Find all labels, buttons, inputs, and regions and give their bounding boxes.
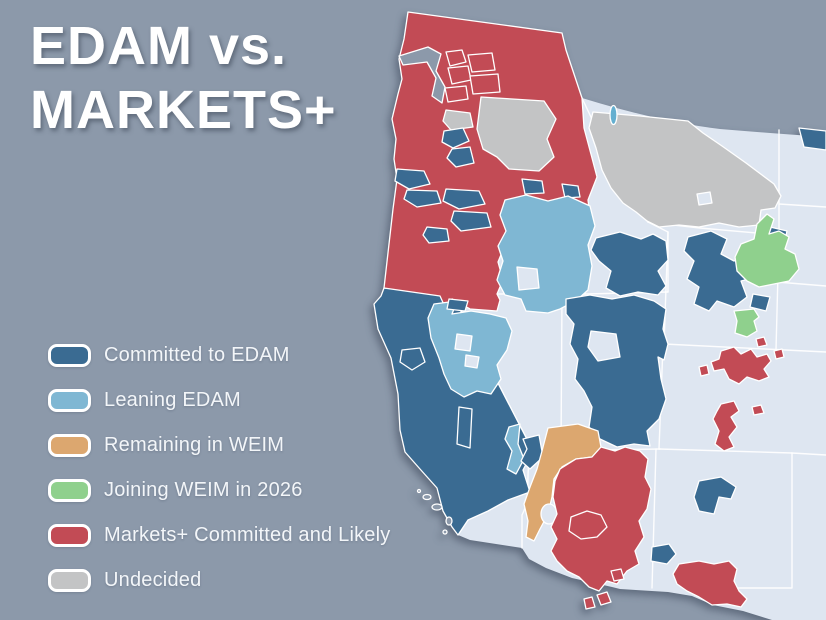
region-montana-undecided bbox=[588, 111, 782, 228]
region-sacramento-outline bbox=[399, 347, 426, 371]
region-s-nevada-leaning bbox=[504, 423, 525, 475]
legend-label: Markets+ Committed and Likely bbox=[104, 524, 391, 546]
region-c-oregon-committed bbox=[450, 210, 492, 232]
island bbox=[431, 503, 443, 511]
channel-islands bbox=[416, 488, 453, 535]
region-e-wyoming-committed bbox=[749, 293, 771, 312]
legend-label: Committed to EDAM bbox=[104, 344, 290, 366]
legend-item-leaning: Leaning EDAM bbox=[48, 378, 390, 423]
montana-hole bbox=[696, 191, 713, 206]
region-puget-district bbox=[467, 52, 496, 73]
region-s-colorado-marketsplus bbox=[712, 400, 740, 452]
island bbox=[442, 529, 448, 535]
utility-regions bbox=[373, 11, 826, 610]
region-srp-outline bbox=[568, 510, 608, 540]
region-blackhills-weim2026 bbox=[734, 213, 800, 288]
region-n-colorado-marketsplus bbox=[710, 346, 772, 385]
island bbox=[445, 516, 453, 526]
region-puget-district bbox=[444, 85, 469, 103]
region-e-oregon-committed bbox=[521, 178, 545, 195]
nevada-hole bbox=[464, 354, 480, 369]
region-n-nevada-committed bbox=[446, 298, 469, 312]
region-central-wa-undecided bbox=[476, 96, 557, 172]
legend-swatch-undecided bbox=[48, 569, 91, 592]
region-se-wyoming-weim2026 bbox=[733, 308, 760, 338]
region-se-idaho-committed bbox=[590, 231, 669, 297]
region-n-oregon-committed bbox=[442, 188, 486, 210]
island bbox=[416, 488, 422, 494]
island bbox=[422, 493, 432, 501]
region-seattle-committed bbox=[441, 127, 470, 149]
region-colorado-bit bbox=[751, 404, 765, 416]
region-west-wa-undecided bbox=[442, 109, 474, 131]
puget-sound-inlet bbox=[398, 46, 446, 104]
region-tacoma-committed bbox=[446, 146, 475, 168]
legend-item-weim: Remaining in WEIM bbox=[48, 423, 390, 468]
legend-swatch-marketsplus bbox=[48, 524, 91, 547]
legend-item-committed: Committed to EDAM bbox=[48, 333, 390, 378]
legend-label: Undecided bbox=[104, 569, 202, 591]
legend: Committed to EDAM Leaning EDAM Remaining… bbox=[48, 333, 390, 603]
legend-item-marketsplus: Markets+ Committed and Likely bbox=[48, 513, 390, 558]
region-nw-oregon-committed bbox=[403, 189, 442, 208]
region-puget-district bbox=[445, 49, 467, 67]
legend-item-undecided: Undecided bbox=[48, 558, 390, 603]
legend-label: Joining WEIM in 2026 bbox=[104, 479, 303, 501]
title-line-2: MARKETS+ bbox=[30, 80, 337, 140]
region-colorado-bit bbox=[773, 348, 785, 360]
flathead-lake bbox=[609, 104, 618, 126]
region-colorado-bit bbox=[755, 336, 768, 348]
region-vegas-committed bbox=[520, 434, 544, 470]
land-group bbox=[373, 11, 826, 620]
idaho-hole bbox=[516, 266, 540, 291]
nevada-hole bbox=[454, 333, 473, 352]
region-s-arizona-island bbox=[610, 568, 625, 582]
utah-hole bbox=[587, 330, 621, 362]
region-idaho-power-leaning bbox=[496, 194, 596, 314]
region-elpaso-marketsplus bbox=[672, 560, 748, 608]
region-ne-montana-committed bbox=[798, 127, 826, 151]
region-puget-district bbox=[447, 65, 472, 85]
region-e-oregon-committed bbox=[561, 183, 581, 199]
page-title: EDAM vs. MARKETS+ bbox=[30, 14, 337, 142]
region-colorado-bit bbox=[698, 364, 710, 377]
legend-swatch-weim2026 bbox=[48, 479, 91, 502]
region-wyoming-committed bbox=[683, 230, 762, 312]
region-s-arizona-island bbox=[596, 591, 612, 606]
region-puget-district bbox=[469, 73, 501, 95]
title-line-1: EDAM vs. bbox=[30, 16, 288, 76]
legend-item-weim2026: Joining WEIM in 2026 bbox=[48, 468, 390, 513]
region-s-arizona-island bbox=[583, 596, 596, 610]
region-pnm-committed bbox=[693, 476, 737, 515]
region-ladwp-outline bbox=[456, 406, 473, 449]
legend-swatch-weim bbox=[48, 434, 91, 457]
legend-swatch-leaning bbox=[48, 389, 91, 412]
legend-label: Leaning EDAM bbox=[104, 389, 241, 411]
region-w-oregon-committed bbox=[422, 226, 450, 244]
region-nw-oregon-committed bbox=[394, 168, 431, 190]
legend-label: Remaining in WEIM bbox=[104, 434, 285, 456]
region-sw-nm-committed bbox=[650, 543, 677, 565]
legend-swatch-committed bbox=[48, 344, 91, 367]
